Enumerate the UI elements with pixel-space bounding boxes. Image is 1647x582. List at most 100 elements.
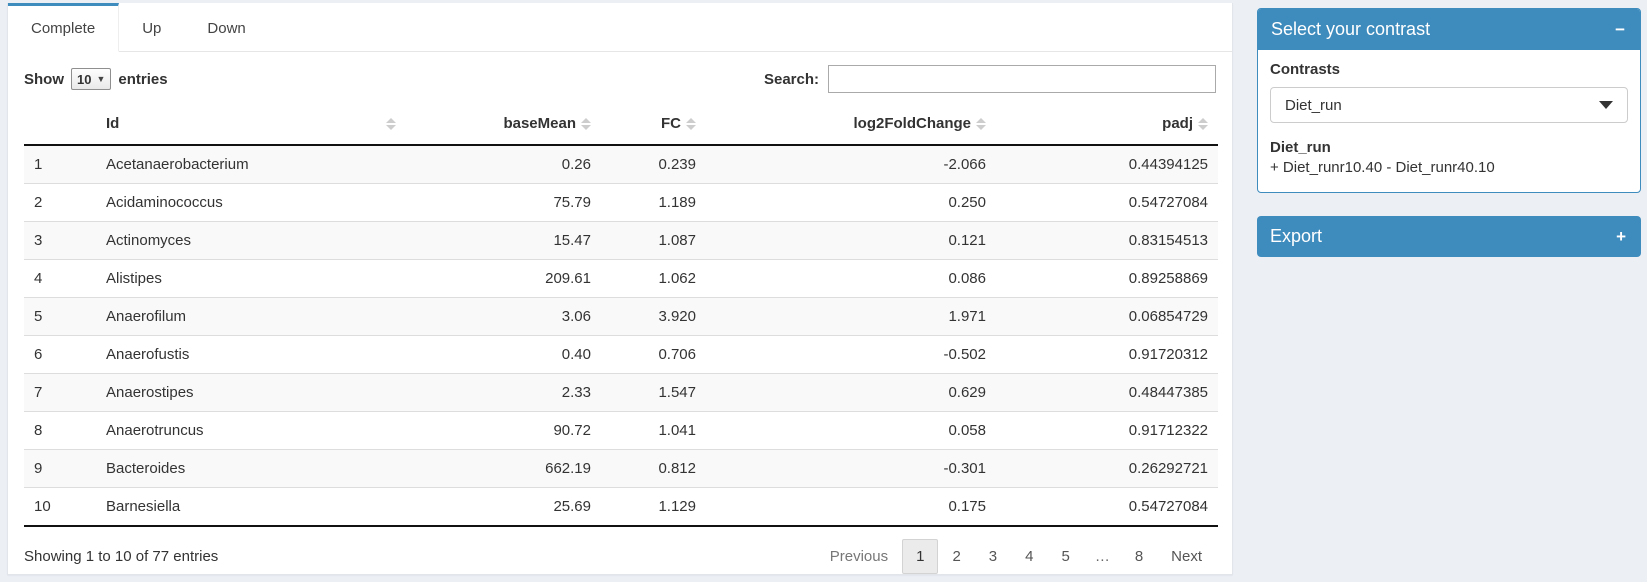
search-label: Search: bbox=[763, 70, 819, 88]
table-row: 6 Anaerofustis 0.40 0.706 -0.502 0.91720312 bbox=[24, 335, 1218, 374]
table-row: 10 Barnesiella 25.69 1.129 0.175 0.54727084 bbox=[24, 487, 1218, 527]
cell: 9 bbox=[24, 449, 96, 488]
results-table: Id baseMean FC log2FoldChange padj 1 Acetanae… bbox=[24, 103, 1218, 527]
contrast-box-header[interactable]: Select your contrast − bbox=[1258, 9, 1640, 50]
cell: 1.971 bbox=[706, 297, 996, 336]
cell: 0.44394125 bbox=[1128, 156, 1208, 173]
export-box-header[interactable]: Export + bbox=[1257, 216, 1641, 257]
results-panel: Complete Up Down Show 10 ▼ entries Search:… bbox=[7, 3, 1233, 575]
tab-down[interactable]: Down bbox=[207, 20, 246, 37]
cell: 3.920 bbox=[601, 297, 706, 336]
sort-icon bbox=[686, 117, 696, 130]
contrast-name: Diet_run bbox=[1270, 139, 1331, 156]
contrast-select[interactable]: Diet_run bbox=[1270, 87, 1628, 123]
cell: 0.250 bbox=[706, 183, 996, 222]
column-label: Id bbox=[106, 115, 120, 132]
column-header-fc[interactable]: FC bbox=[601, 103, 706, 146]
sort-icon bbox=[1198, 117, 1208, 130]
cell: Anaerofustis bbox=[96, 335, 406, 374]
page-button-2[interactable]: 2 bbox=[952, 548, 961, 565]
column-header-basemean[interactable]: baseMean bbox=[406, 103, 601, 146]
cell: 0.89258869 bbox=[996, 259, 1218, 298]
pagination-ellipsis: … bbox=[1094, 548, 1110, 565]
column-label: FC bbox=[661, 115, 681, 132]
page-button-3[interactable]: 3 bbox=[988, 548, 998, 565]
cell: 0.83154513 bbox=[996, 221, 1218, 260]
collapse-minus-icon[interactable]: − bbox=[1615, 20, 1625, 39]
page-button-5[interactable]: 5 bbox=[1061, 548, 1070, 565]
cell: 0.26 bbox=[561, 156, 591, 173]
cell: 1.129 bbox=[601, 487, 706, 527]
cell: 1.062 bbox=[601, 259, 706, 298]
previous-page-button[interactable]: Previous bbox=[829, 548, 889, 565]
cell: 15.47 bbox=[406, 221, 601, 260]
cell: 8 bbox=[24, 411, 96, 450]
column-header-id[interactable]: Id bbox=[96, 103, 406, 146]
table-row: 4 Alistipes 209.61 1.062 0.086 0.89258869 bbox=[24, 259, 1218, 298]
cell: -0.502 bbox=[706, 335, 996, 374]
column-header-padj[interactable]: padj bbox=[996, 103, 1218, 146]
cell: 2 bbox=[24, 183, 96, 222]
cell: 0.06854729 bbox=[996, 297, 1218, 336]
tab-up[interactable]: Up bbox=[142, 20, 162, 37]
table-row: 8 Anaerotruncus 90.72 1.041 0.058 0.91712322 bbox=[24, 411, 1218, 450]
cell: Bacteroides bbox=[96, 449, 406, 488]
result-tabs: Complete Up Down bbox=[8, 3, 1232, 52]
column-header-index bbox=[24, 103, 96, 146]
cell: 1.547 bbox=[601, 373, 706, 412]
sort-icon bbox=[581, 117, 591, 130]
cell: 0.54727084 bbox=[996, 183, 1218, 222]
next-page-button[interactable]: Next bbox=[1171, 548, 1202, 565]
search-input[interactable] bbox=[828, 65, 1216, 93]
cell: -2.066 bbox=[943, 156, 986, 173]
contrast-select-value: Diet_run bbox=[1285, 96, 1342, 114]
cell: Acidaminococcus bbox=[96, 183, 406, 222]
cell: 1.041 bbox=[601, 411, 706, 450]
contrast-box-body: Contrasts Diet_run Diet_run + Diet_runr1… bbox=[1258, 50, 1640, 192]
export-box: Export + bbox=[1257, 216, 1641, 257]
entries-label: entries bbox=[118, 70, 168, 88]
cell: 25.69 bbox=[406, 487, 601, 527]
expand-plus-icon[interactable]: + bbox=[1616, 227, 1626, 246]
page-length-value: 10 bbox=[77, 71, 92, 87]
cell: 1.189 bbox=[601, 183, 706, 222]
table-row: 3 Actinomyces 15.47 1.087 0.121 0.83154513 bbox=[24, 221, 1218, 260]
column-header-log2foldchange[interactable]: log2FoldChange bbox=[706, 103, 996, 146]
cell: 0.48447385 bbox=[996, 373, 1218, 412]
cell: Acetanaerobacterium bbox=[106, 156, 249, 173]
table-row: 2 Acidaminococcus 75.79 1.189 0.250 0.5472708… bbox=[24, 183, 1218, 222]
tab-complete[interactable]: Complete bbox=[8, 3, 120, 52]
page-button-8[interactable]: 8 bbox=[1134, 548, 1144, 565]
cell: 0.239 bbox=[658, 156, 696, 173]
table-header-row: Id baseMean FC log2FoldChange padj bbox=[24, 103, 1218, 146]
cell: 0.91712322 bbox=[996, 411, 1218, 450]
cell: 0.121 bbox=[706, 221, 996, 260]
page-length-select[interactable]: 10 ▼ bbox=[71, 68, 112, 90]
cell: 10 bbox=[24, 487, 96, 527]
table-body: 1 Acetanaerobacterium 0.26 0.239 -2.066 0.443… bbox=[24, 145, 1218, 527]
cell: 209.61 bbox=[406, 259, 601, 298]
contrast-box: Select your contrast − Contrasts Diet_ru… bbox=[1257, 8, 1641, 193]
column-label: log2FoldChange bbox=[853, 115, 972, 132]
cell: 6 bbox=[24, 335, 96, 374]
cell: 2.33 bbox=[406, 373, 601, 412]
cell: 0.706 bbox=[601, 335, 706, 374]
cell: 662.19 bbox=[406, 449, 601, 488]
length-control: Show 10 ▼ entries bbox=[24, 68, 168, 90]
pagination: Previous 1 2 3 4 5 … 8 Next bbox=[816, 539, 1216, 574]
column-label: baseMean bbox=[503, 115, 576, 132]
cell: 0.058 bbox=[706, 411, 996, 450]
export-box-title: Export bbox=[1270, 226, 1323, 246]
cell: 7 bbox=[24, 373, 96, 412]
table-controls: Show 10 ▼ entries Search: bbox=[8, 52, 1232, 99]
page-button-1[interactable]: 1 bbox=[902, 539, 939, 574]
page-button-4[interactable]: 4 bbox=[1025, 548, 1034, 565]
cell: 0.175 bbox=[706, 487, 996, 527]
table-info: Showing 1 to 10 of 77 entries bbox=[24, 548, 219, 565]
select-caret-icon bbox=[1599, 101, 1613, 109]
cell: 0.629 bbox=[706, 373, 996, 412]
contrast-formula: + Diet_runr10.40 - Diet_runr40.10 bbox=[1270, 159, 1495, 176]
show-label: Show bbox=[24, 70, 64, 88]
table-row: 7 Anaerostipes 2.33 1.547 0.629 0.48447385 bbox=[24, 373, 1218, 412]
cell: 3 bbox=[24, 221, 96, 260]
